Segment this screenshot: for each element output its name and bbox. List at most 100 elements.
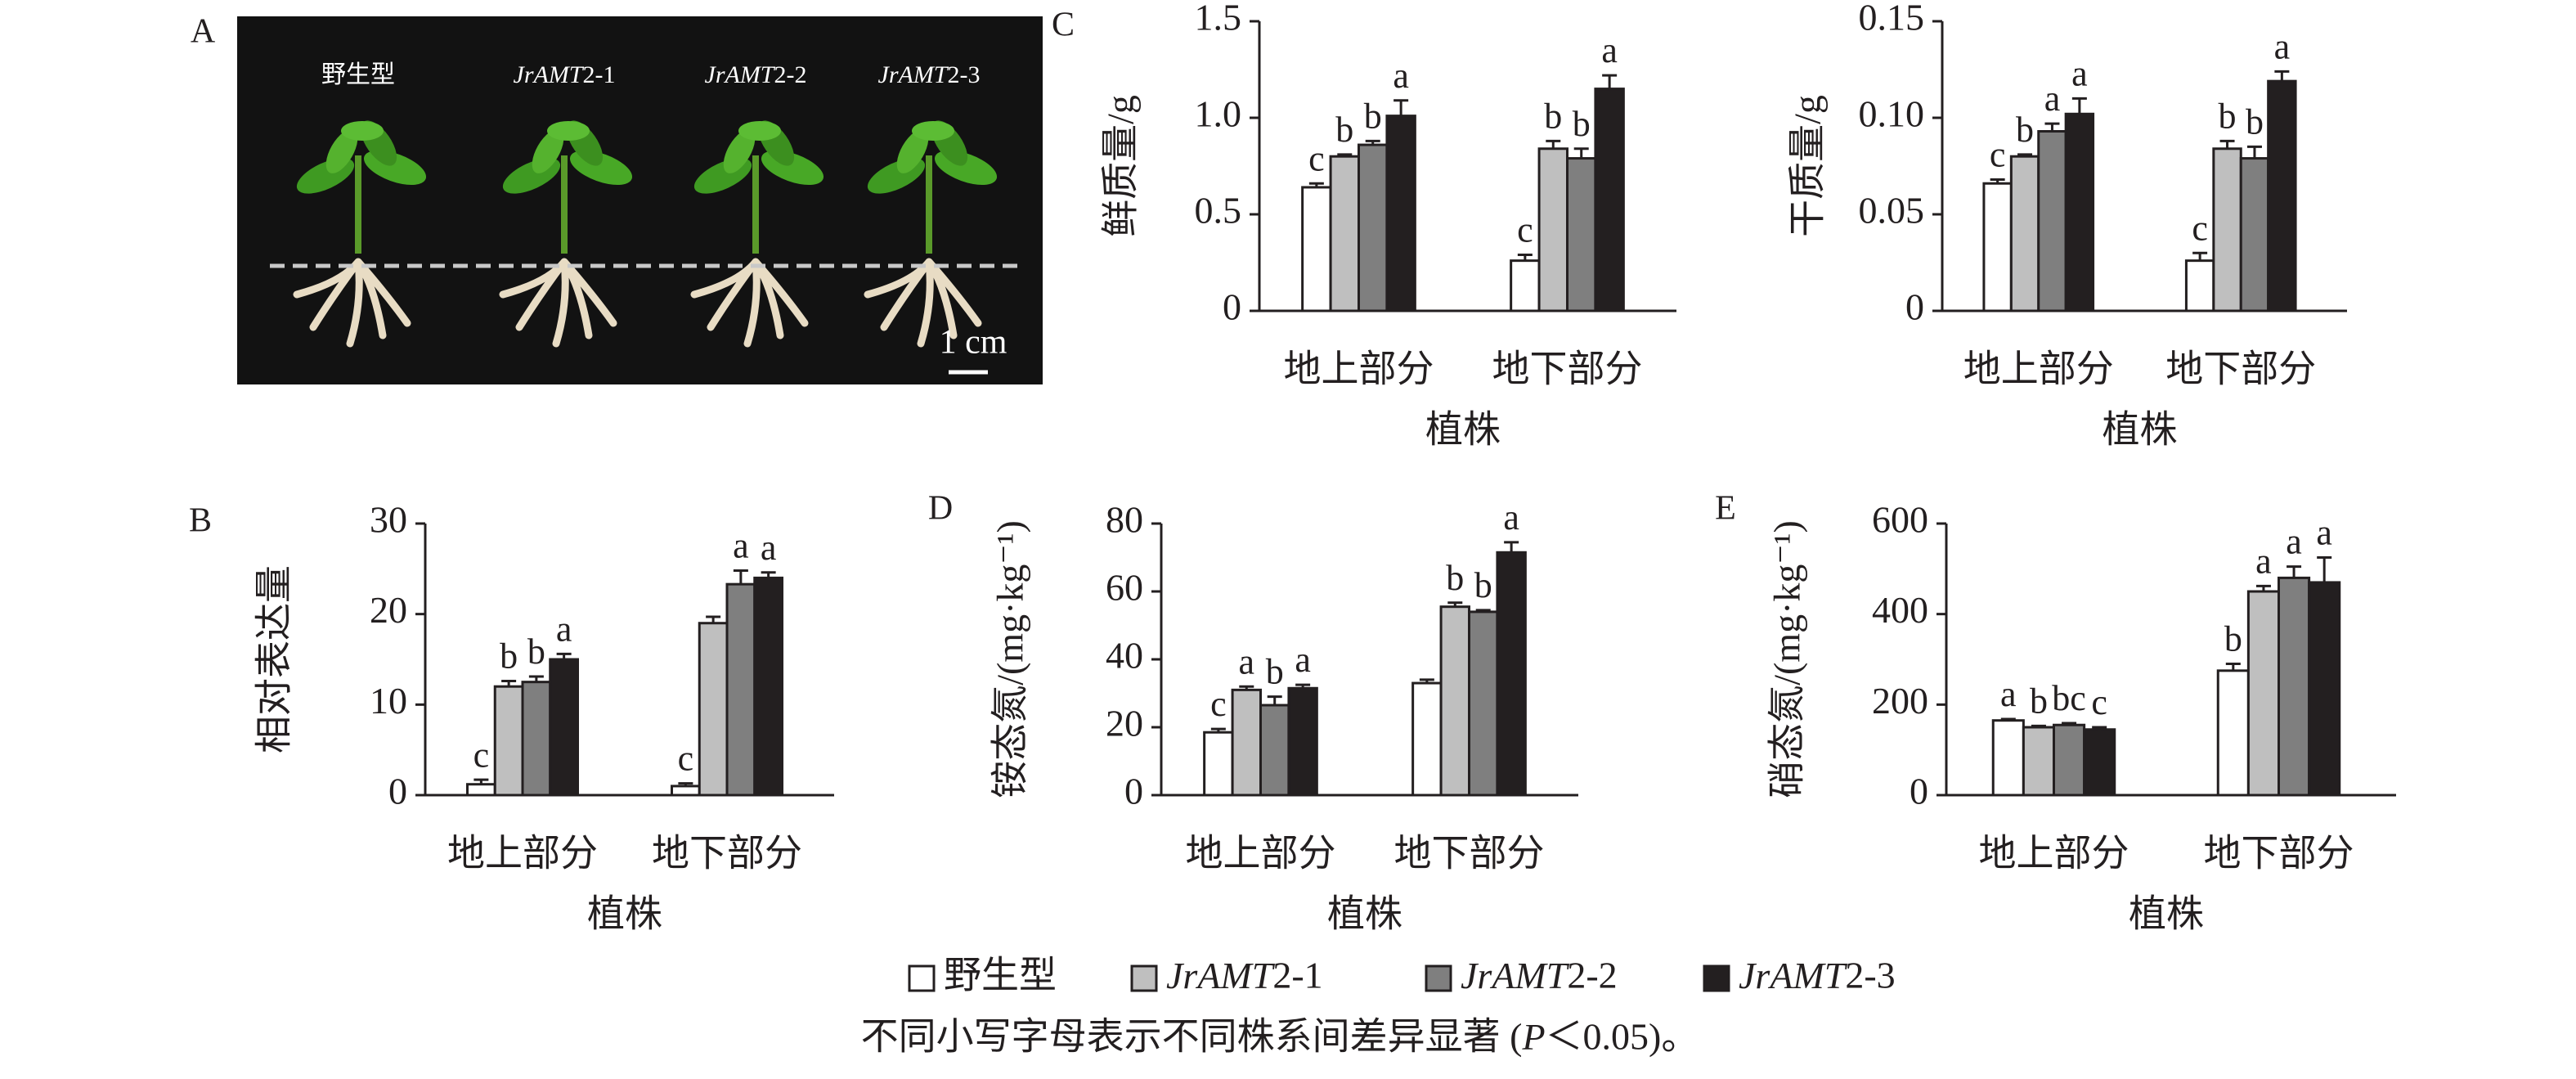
significance-label: a (1393, 56, 1409, 96)
error-bar (2317, 556, 2332, 582)
error-bar (1239, 685, 1254, 690)
bar (753, 576, 783, 797)
error-bar (678, 782, 693, 786)
error-bar (2062, 722, 2077, 726)
error-bar (1517, 254, 1533, 261)
bar (521, 681, 552, 797)
bar (671, 785, 701, 797)
x-tick-label: 地上部分 (447, 833, 598, 874)
y-tick-label: 0.10 (1859, 93, 1925, 135)
error-bar (1573, 147, 1589, 159)
bar (2278, 576, 2311, 797)
photo-panel (237, 16, 1043, 384)
significance-label: a (1295, 640, 1311, 680)
y-tick-label: 20 (370, 589, 407, 631)
significance-label: b (2030, 681, 2048, 721)
legend-swatch (1425, 964, 1452, 992)
y-tick-label: 0.05 (1859, 190, 1925, 232)
significance-label: b (2219, 96, 2237, 136)
x-axis-label: 植株 (1425, 409, 1501, 451)
y-tick-label: 0 (388, 771, 407, 812)
error-bar (2192, 251, 2208, 261)
legend-label: JrAMT2-2 (1461, 955, 1618, 996)
bar (2022, 726, 2055, 797)
bar (2064, 112, 2095, 312)
significance-label: a (1239, 641, 1255, 681)
error-bar (1295, 683, 1311, 689)
bar (698, 622, 729, 797)
error-bar (2219, 139, 2235, 149)
significance-label: b (1474, 565, 1492, 605)
bar (1468, 610, 1499, 797)
x-tick-label: 地下部分 (1394, 833, 1545, 874)
y-tick-label: 0 (1910, 771, 1928, 812)
bar (1537, 147, 1568, 312)
error-bar (1546, 139, 1561, 149)
legend-label: JrAMT2-1 (1166, 955, 1323, 996)
significance-label: b (1364, 96, 1382, 136)
significance-label: a (2255, 541, 2272, 581)
y-tick-label: 20 (1106, 703, 1143, 744)
significance-label: b (1266, 652, 1284, 692)
y-tick-label: 1.5 (1195, 0, 1242, 38)
error-bar (761, 571, 776, 578)
bar (2212, 147, 2242, 312)
significance-label: b (2016, 110, 2034, 150)
panel-letter: C (1052, 7, 1075, 44)
bar (1411, 681, 1443, 797)
legend-swatch (1703, 964, 1730, 992)
bar (1982, 182, 2013, 312)
x-axis-label: 植株 (2103, 409, 2178, 451)
bar (2009, 155, 2040, 312)
panel-letter: A (191, 13, 216, 51)
error-bar (1337, 153, 1353, 157)
bar (1439, 605, 1470, 797)
error-bar (2092, 726, 2107, 730)
significance-label: a (2274, 26, 2291, 66)
significance-label: c (678, 739, 694, 779)
bar (1301, 186, 1332, 312)
bar (1287, 686, 1318, 797)
bar (1566, 157, 1597, 312)
bar (2308, 581, 2341, 797)
significance-label: a (1601, 30, 1618, 70)
significance-label: b (2224, 619, 2242, 659)
x-tick-label: 地上部分 (1979, 833, 2129, 874)
error-bar (2071, 97, 2087, 115)
x-axis-label: 植株 (587, 893, 662, 935)
significance-label: c (473, 735, 490, 775)
significance-label: a (2071, 53, 2088, 93)
error-bar (501, 680, 517, 687)
error-bar (733, 569, 748, 585)
bar (1231, 688, 1262, 797)
bar (1385, 115, 1416, 312)
photo-label: JrAMT2-3 (878, 61, 981, 88)
legend-swatch (1130, 964, 1158, 992)
significance-label: b (500, 636, 518, 677)
bar (2216, 669, 2250, 797)
y-tick-label: 30 (370, 499, 407, 541)
bar (725, 582, 756, 797)
bar (1358, 143, 1389, 312)
significance-label: a (733, 526, 749, 566)
x-tick-label: 地下部分 (652, 833, 802, 874)
error-bar (706, 615, 721, 623)
error-bar (2255, 584, 2271, 591)
panel-letter: E (1715, 490, 1736, 528)
x-tick-label: 地上部分 (1186, 833, 1336, 874)
y-axis-label: 相对表达量 (254, 565, 295, 753)
scale-label: 1 cm (940, 324, 1008, 362)
y-tick-label: 60 (1106, 567, 1143, 609)
error-bar (1602, 74, 1618, 89)
bar (1594, 88, 1625, 312)
panel-letter: D (928, 490, 953, 528)
significance-label: bc (2052, 678, 2086, 718)
x-tick-label: 地下部分 (2165, 348, 2316, 390)
error-bar (1210, 727, 1226, 733)
significance-label: b (1573, 104, 1591, 144)
y-tick-label: 0 (1124, 771, 1143, 812)
legend-swatch (908, 964, 936, 992)
bar (1510, 259, 1541, 312)
error-bar (2044, 122, 2060, 132)
error-bar (2000, 717, 2016, 721)
